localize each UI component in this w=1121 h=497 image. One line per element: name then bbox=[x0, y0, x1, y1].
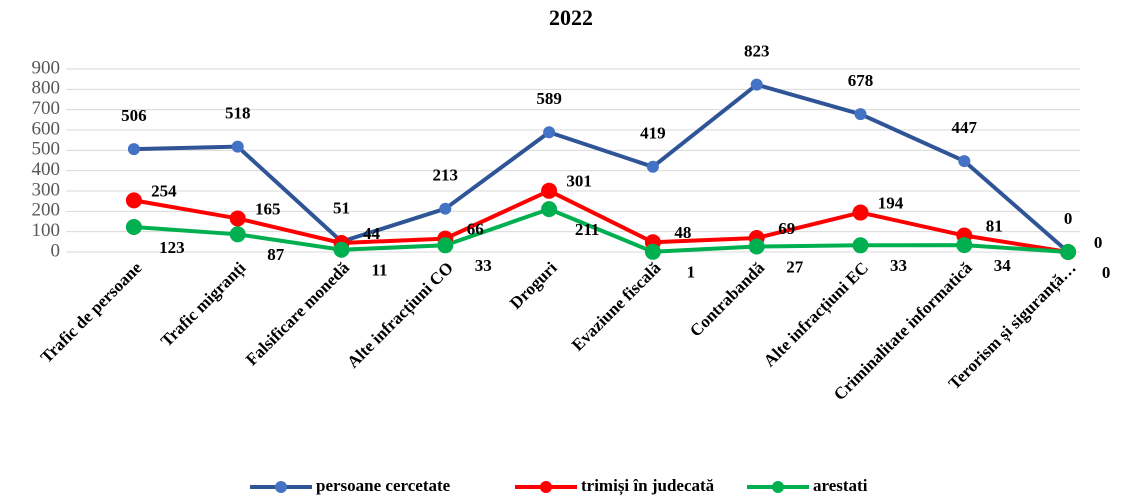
data-label: 823 bbox=[744, 42, 770, 61]
data-label: 0 bbox=[1094, 233, 1103, 252]
y-tick-label: 0 bbox=[51, 240, 61, 261]
marker bbox=[439, 202, 452, 215]
data-label: 34 bbox=[994, 256, 1012, 275]
marker bbox=[958, 155, 971, 168]
chart-title: 2022 bbox=[549, 5, 593, 30]
data-label: 33 bbox=[475, 256, 492, 275]
marker bbox=[229, 226, 246, 243]
data-label: 48 bbox=[674, 223, 691, 242]
marker bbox=[646, 160, 659, 173]
data-label: 194 bbox=[878, 193, 904, 212]
data-label: 51 bbox=[333, 199, 350, 218]
data-label: 165 bbox=[255, 199, 281, 218]
data-label: 0 bbox=[1064, 209, 1073, 228]
series-line bbox=[133, 188, 1069, 254]
data-label: 254 bbox=[151, 181, 177, 200]
y-tick-label: 700 bbox=[32, 98, 61, 119]
data-label: 1 bbox=[687, 263, 696, 282]
y-tick-label: 900 bbox=[32, 57, 61, 78]
marker bbox=[127, 143, 140, 156]
marker bbox=[543, 126, 556, 139]
marker bbox=[854, 108, 867, 121]
legend-label: trimiși în judecată bbox=[581, 476, 715, 496]
legend-item: persoane cercetate bbox=[250, 476, 451, 495]
legend-marker bbox=[772, 481, 784, 493]
marker bbox=[1060, 244, 1077, 260]
y-tick-label: 800 bbox=[32, 78, 61, 99]
x-tick-label: Alte infracțiuni CO bbox=[343, 258, 457, 372]
marker bbox=[748, 238, 765, 255]
x-tick-label: Alte infracțiuni EC bbox=[760, 258, 873, 371]
data-label: 27 bbox=[786, 257, 804, 276]
x-tick-label: Droguri bbox=[506, 258, 561, 313]
data-label: 11 bbox=[371, 261, 387, 280]
x-tick-label: Contrabandă bbox=[686, 258, 769, 341]
y-tick-label: 500 bbox=[32, 139, 61, 160]
data-label: 447 bbox=[952, 118, 978, 137]
data-label: 69 bbox=[778, 219, 795, 238]
data-label: 213 bbox=[433, 166, 459, 185]
legend-marker bbox=[275, 481, 287, 493]
data-label: 123 bbox=[159, 238, 185, 257]
legend-label: arestati bbox=[813, 476, 868, 495]
data-label: 211 bbox=[575, 220, 600, 239]
data-label: 419 bbox=[640, 124, 666, 143]
marker bbox=[644, 243, 661, 260]
legend-item: arestati bbox=[747, 476, 868, 495]
x-tick-label: Evaziune fiscală bbox=[568, 258, 665, 355]
marker bbox=[125, 192, 142, 209]
legend-marker bbox=[540, 481, 552, 493]
y-tick-label: 600 bbox=[32, 118, 61, 139]
marker bbox=[541, 201, 558, 218]
data-label: 589 bbox=[536, 89, 562, 108]
y-tick-label: 300 bbox=[32, 179, 61, 200]
data-label: 518 bbox=[225, 104, 251, 123]
marker bbox=[541, 182, 558, 199]
marker bbox=[750, 78, 763, 91]
marker bbox=[229, 210, 246, 227]
x-tick-label: Falsificare monedă bbox=[242, 258, 353, 369]
y-tick-label: 100 bbox=[32, 220, 61, 241]
marker bbox=[125, 218, 142, 235]
marker bbox=[231, 140, 244, 153]
data-label: 81 bbox=[986, 216, 1003, 235]
legend-item: trimiși în judecată bbox=[515, 476, 715, 496]
data-label: 44 bbox=[363, 224, 381, 243]
data-label: 0 bbox=[1102, 263, 1111, 282]
data-label: 66 bbox=[467, 219, 484, 238]
x-tick-label: Trafic migranți bbox=[157, 258, 250, 351]
data-label: 678 bbox=[848, 71, 874, 90]
data-label: 87 bbox=[267, 245, 285, 264]
legend-label: persoane cercetate bbox=[316, 476, 451, 495]
data-label: 33 bbox=[890, 256, 907, 275]
marker bbox=[333, 241, 350, 258]
y-tick-label: 200 bbox=[32, 200, 61, 221]
marker bbox=[852, 204, 869, 221]
series-line bbox=[133, 82, 1070, 254]
x-tick-label: Trafic de persoane bbox=[37, 258, 146, 367]
marker bbox=[852, 237, 869, 254]
y-tick-label: 400 bbox=[32, 159, 61, 180]
data-label: 506 bbox=[121, 106, 147, 125]
marker bbox=[956, 237, 973, 254]
marker bbox=[437, 237, 454, 254]
series-line bbox=[133, 207, 1069, 254]
data-label: 301 bbox=[566, 172, 592, 191]
